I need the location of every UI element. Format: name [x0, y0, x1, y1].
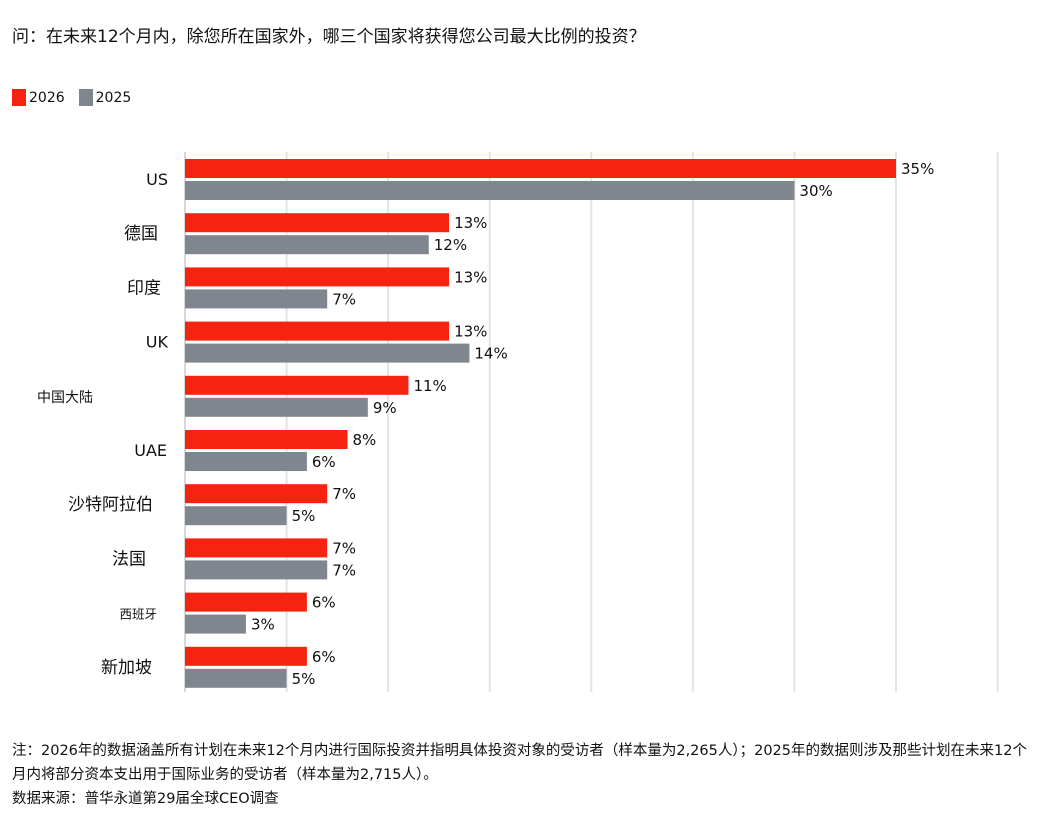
data-label: 7% [332, 485, 356, 503]
data-label: 5% [292, 670, 316, 688]
bar-2026 [185, 321, 450, 341]
category-label: 印度 [127, 278, 161, 298]
legend-swatch-2025 [78, 89, 93, 106]
data-label: 30% [799, 182, 832, 200]
data-label: 7% [332, 561, 356, 579]
bar-2026 [185, 484, 328, 504]
category-label: 沙特阿拉伯 [68, 495, 153, 515]
bar-2026 [185, 592, 307, 612]
data-label: 6% [312, 453, 336, 471]
footnote: 注：2026年的数据涵盖所有计划在未来12个月内进行国际投资并指明具体投资对象的… [12, 739, 1032, 811]
bar-2026 [185, 538, 328, 558]
legend-swatch-2026 [12, 89, 26, 106]
bar-2025 [185, 181, 795, 200]
legend: 2026 2025 [12, 89, 145, 106]
category-label: 中国大陆 [37, 390, 93, 406]
category-label: 西班牙 [119, 607, 157, 622]
bar-2026 [185, 267, 450, 287]
chart-title: 问：在未来12个月内，除您所在国家外，哪三个国家将获得您公司最大比例的投资？ [12, 27, 646, 47]
bar-2025 [185, 668, 287, 688]
data-label: 8% [353, 431, 377, 449]
bar-2026 [185, 430, 348, 449]
bar-2025 [185, 452, 307, 471]
bar-2026 [185, 646, 307, 666]
bar-2025 [185, 235, 429, 255]
bar-2025 [185, 506, 287, 526]
category-label: UK [146, 333, 169, 352]
bar-2026 [185, 159, 896, 178]
bar-2025 [185, 397, 368, 417]
data-label: 6% [312, 594, 336, 612]
legend-label-2025: 2025 [95, 89, 132, 106]
legend-label-2026: 2026 [29, 89, 65, 106]
data-label: 13% [454, 268, 487, 286]
data-label: 6% [312, 648, 336, 666]
footnote-note: 注：2026年的数据涵盖所有计划在未来12个月内进行国际投资并指明具体投资对象的… [12, 743, 1027, 783]
footnote-source: 数据来源：普华永道第29届全球CEO调查 [12, 791, 279, 807]
data-label: 12% [434, 236, 467, 254]
bar-2025 [185, 289, 328, 309]
data-label: 11% [413, 377, 446, 395]
data-label: 9% [373, 399, 397, 417]
data-label: 7% [332, 539, 356, 557]
data-label: 3% [251, 616, 275, 634]
data-label: 5% [292, 507, 316, 525]
data-label: 7% [332, 290, 356, 308]
data-label: 35% [901, 160, 934, 178]
category-label: 法国 [112, 549, 146, 569]
bar-chart: US 35% 30% 德国 13% 12% 印度 13% 7% UK 13% 14% 中国大陆 11% 9%… [37, 152, 999, 692]
bar-2025 [185, 560, 328, 580]
data-label: 14% [474, 345, 507, 363]
bar-2025 [185, 614, 246, 634]
category-label: UAE [134, 441, 167, 460]
category-label: US [146, 170, 168, 189]
data-label: 13% [454, 214, 487, 232]
bar-2026 [185, 375, 409, 395]
bar-2025 [185, 343, 470, 363]
legend-item-2025: 2025 [78, 89, 132, 106]
category-label: 新加坡 [101, 658, 152, 678]
bar-2026 [185, 213, 450, 233]
data-label: 13% [454, 323, 487, 341]
category-label: 德国 [124, 224, 158, 244]
legend-item-2026: 2026 [12, 89, 65, 106]
